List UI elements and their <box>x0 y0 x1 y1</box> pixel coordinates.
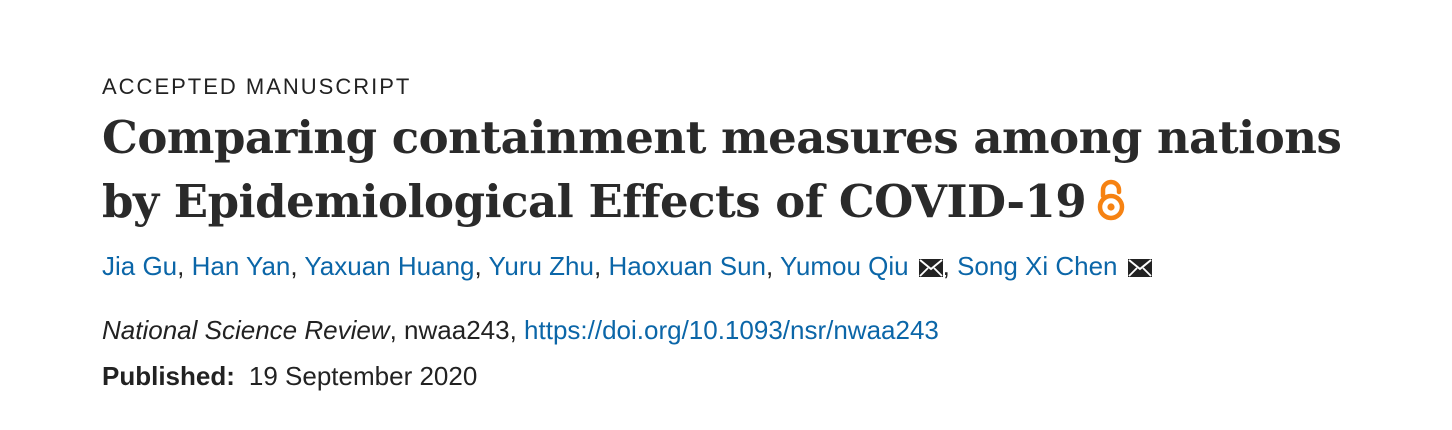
mail-icon[interactable] <box>918 248 943 288</box>
published-label: Published: <box>102 361 235 391</box>
author-link[interactable]: Yuru Zhu <box>488 251 594 281</box>
article-category: ACCEPTED MANUSCRIPT <box>102 74 412 99</box>
article-title-line-2: by Epidemiological Effects of COVID-19 <box>102 175 1087 228</box>
article-title: Comparing containment measures among nat… <box>102 106 1342 238</box>
article-id: , nwaa243, <box>389 315 525 345</box>
article-header: ACCEPTED MANUSCRIPT Comparing containmen… <box>102 72 1422 396</box>
author-list: Jia Gu, Han Yan, Yaxuan Huang, Yuru Zhu,… <box>102 246 1422 288</box>
author-link[interactable]: Haoxuan Sun <box>608 251 766 281</box>
author-separator: , <box>766 251 780 281</box>
published-line: Published: 19 September 2020 <box>102 356 1422 396</box>
open-access-icon <box>1096 174 1126 238</box>
mail-icon[interactable] <box>1127 248 1152 288</box>
journal-name: National Science Review <box>102 315 390 345</box>
author-link[interactable]: Yumou Qiu <box>779 251 909 281</box>
citation-line: National Science Review, nwaa243, https:… <box>102 310 1422 350</box>
doi-link[interactable]: https://doi.org/10.1093/nsr/nwaa243 <box>524 315 939 345</box>
author-separator: , <box>593 251 609 281</box>
author-link[interactable]: Yaxuan Huang <box>304 251 475 281</box>
author-separator: , <box>942 251 958 281</box>
author-separator: , <box>177 251 192 281</box>
article-title-line-1: Comparing containment measures among nat… <box>102 111 1342 164</box>
published-date: 19 September 2020 <box>248 361 478 391</box>
author-separator: , <box>290 251 305 281</box>
author-link[interactable]: Han Yan <box>191 251 291 281</box>
author-link[interactable]: Song Xi Chen <box>957 251 1118 281</box>
author-link[interactable]: Jia Gu <box>102 251 178 281</box>
author-separator: , <box>474 251 489 281</box>
